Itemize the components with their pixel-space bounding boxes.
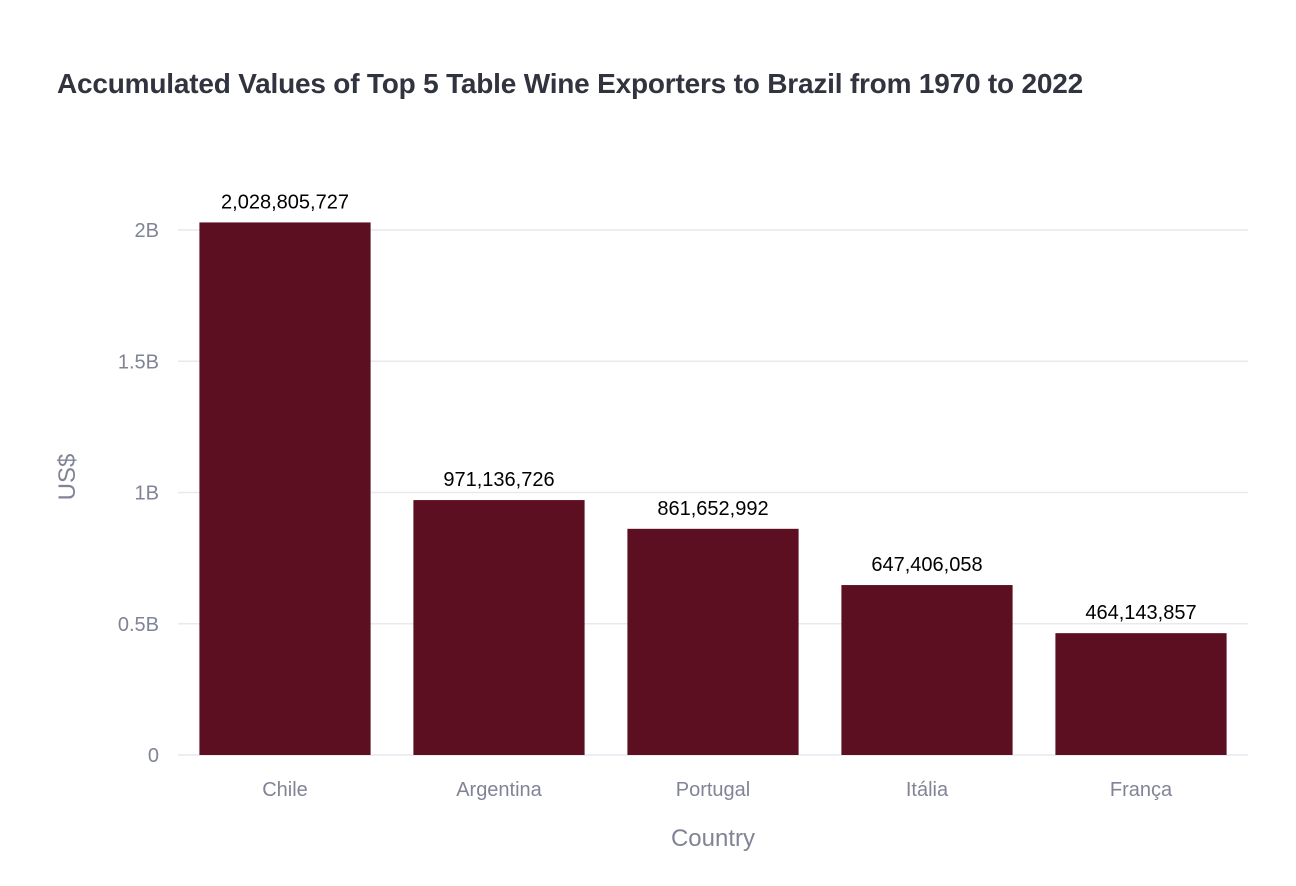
- data-labels: 2,028,805,727 971,136,726 861,652,992 647,4…: [221, 191, 1197, 624]
- bar-portugal: [627, 528, 799, 755]
- y-tick-label: 1B: [135, 483, 159, 505]
- bar-chile: [199, 222, 371, 756]
- x-tick-label: Argentina: [456, 779, 542, 801]
- chart-title: Accumulated Values of Top 5 Table Wine E…: [57, 68, 1084, 99]
- data-label: 464,143,857: [1085, 602, 1196, 624]
- y-tick-label: 0.5B: [118, 614, 159, 636]
- x-axis-ticks: Chile Argentina Portugal Itália França: [262, 779, 1173, 801]
- x-tick-label: Portugal: [676, 779, 751, 801]
- bar-argentina: [413, 500, 585, 755]
- bar-frança: [1055, 633, 1227, 755]
- bar-itália: [841, 585, 1013, 755]
- data-label: 2,028,805,727: [221, 191, 349, 213]
- x-tick-label: França: [1110, 779, 1173, 801]
- y-tick-label: 1.5B: [118, 351, 159, 373]
- data-label: 647,406,058: [871, 554, 982, 576]
- data-label: 861,652,992: [657, 498, 768, 520]
- y-axis-title: US$: [54, 454, 81, 501]
- x-axis-title: Country: [671, 825, 755, 852]
- x-tick-label: Itália: [906, 779, 949, 801]
- y-tick-label: 2B: [135, 220, 159, 242]
- x-tick-label: Chile: [262, 779, 308, 801]
- bars: [199, 222, 1227, 756]
- data-label: 971,136,726: [443, 469, 554, 491]
- y-axis-ticks: 0 0.5B 1B 1.5B 2B: [118, 220, 159, 767]
- y-tick-label: 0: [148, 745, 159, 767]
